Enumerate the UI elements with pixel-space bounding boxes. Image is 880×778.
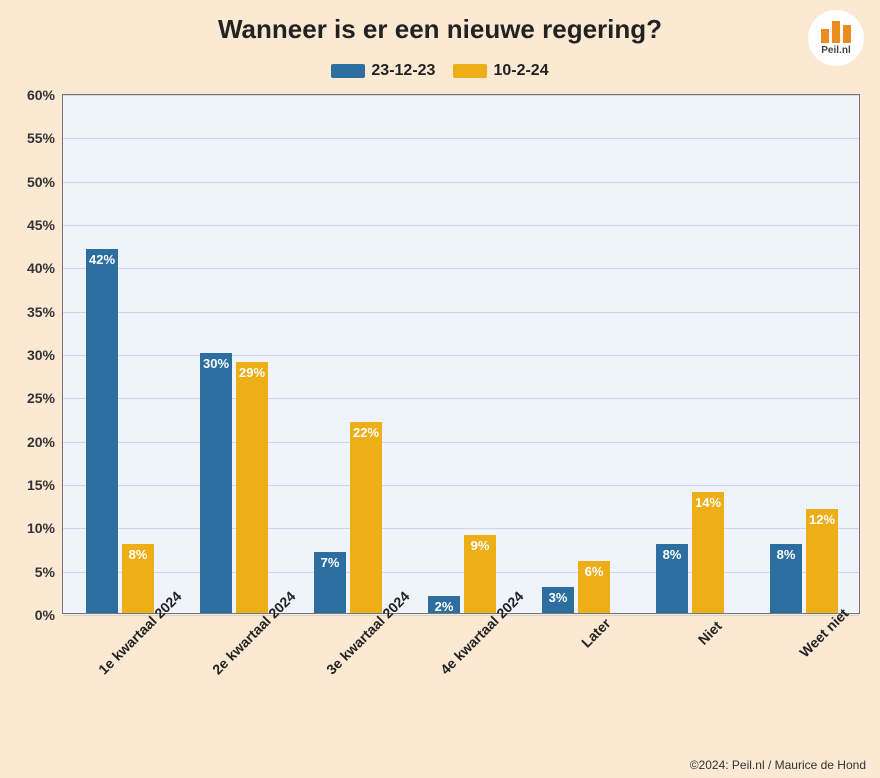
gridline: [63, 528, 859, 529]
bar-value-label: 30%: [203, 356, 229, 371]
y-axis-tick-label: 20%: [27, 434, 63, 450]
gridline: [63, 268, 859, 269]
bar-value-label: 6%: [585, 564, 604, 579]
y-axis-tick-label: 0%: [35, 607, 63, 623]
bar: 8%: [656, 544, 688, 613]
gridline: [63, 572, 859, 573]
legend: 23-12-23 10-2-24: [0, 62, 880, 80]
bar: 3%: [542, 587, 574, 613]
logo-text: Peil.nl: [821, 45, 850, 56]
bar: 14%: [692, 492, 724, 613]
bar-value-label: 42%: [89, 252, 115, 267]
bar-value-label: 22%: [353, 425, 379, 440]
logo-bar-icon: [821, 29, 829, 43]
legend-label: 23-12-23: [371, 62, 435, 80]
logo-bar-icon: [832, 21, 840, 43]
logo-bars: [821, 21, 851, 43]
y-axis-tick-label: 55%: [27, 130, 63, 146]
gridline: [63, 312, 859, 313]
legend-item: 23-12-23: [331, 62, 435, 80]
bar-value-label: 8%: [777, 547, 796, 562]
bar: 30%: [200, 353, 232, 613]
legend-swatch-icon: [453, 64, 487, 78]
chart-title: Wanneer is er een nieuwe regering?: [0, 14, 880, 45]
footer-credit: ©2024: Peil.nl / Maurice de Hond: [690, 758, 866, 772]
legend-item: 10-2-24: [453, 62, 548, 80]
bar-value-label: 29%: [239, 365, 265, 380]
bar: 8%: [770, 544, 802, 613]
bar-value-label: 9%: [471, 538, 490, 553]
logo-bar-icon: [843, 25, 851, 43]
bar-value-label: 2%: [435, 599, 454, 614]
y-axis-tick-label: 40%: [27, 260, 63, 276]
gridline: [63, 138, 859, 139]
bar: 29%: [236, 362, 268, 613]
gridline: [63, 95, 859, 96]
y-axis-tick-label: 45%: [27, 217, 63, 233]
gridline: [63, 182, 859, 183]
gridline: [63, 398, 859, 399]
bar-value-label: 12%: [809, 512, 835, 527]
gridline: [63, 442, 859, 443]
bar-value-label: 8%: [663, 547, 682, 562]
legend-label: 10-2-24: [493, 62, 548, 80]
gridline: [63, 225, 859, 226]
gridline: [63, 355, 859, 356]
y-axis-tick-label: 25%: [27, 390, 63, 406]
bar: 2%: [428, 596, 460, 613]
bar-value-label: 7%: [321, 555, 340, 570]
source-logo: Peil.nl: [808, 10, 864, 66]
bar: 7%: [314, 552, 346, 613]
y-axis-tick-label: 15%: [27, 477, 63, 493]
y-axis-tick-label: 10%: [27, 520, 63, 536]
bar-value-label: 3%: [549, 590, 568, 605]
plot-area: 0%5%10%15%20%25%30%35%40%45%50%55%60%42%…: [62, 94, 860, 614]
legend-swatch-icon: [331, 64, 365, 78]
bar: 42%: [86, 249, 118, 613]
y-axis-tick-label: 35%: [27, 304, 63, 320]
bar-value-label: 8%: [129, 547, 148, 562]
y-axis-tick-label: 60%: [27, 87, 63, 103]
y-axis-tick-label: 30%: [27, 347, 63, 363]
y-axis-tick-label: 5%: [35, 564, 63, 580]
gridline: [63, 485, 859, 486]
bar-value-label: 14%: [695, 495, 721, 510]
y-axis-tick-label: 50%: [27, 174, 63, 190]
